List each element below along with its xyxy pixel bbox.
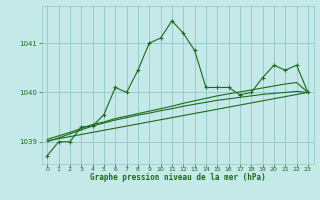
X-axis label: Graphe pression niveau de la mer (hPa): Graphe pression niveau de la mer (hPa)	[90, 173, 266, 182]
